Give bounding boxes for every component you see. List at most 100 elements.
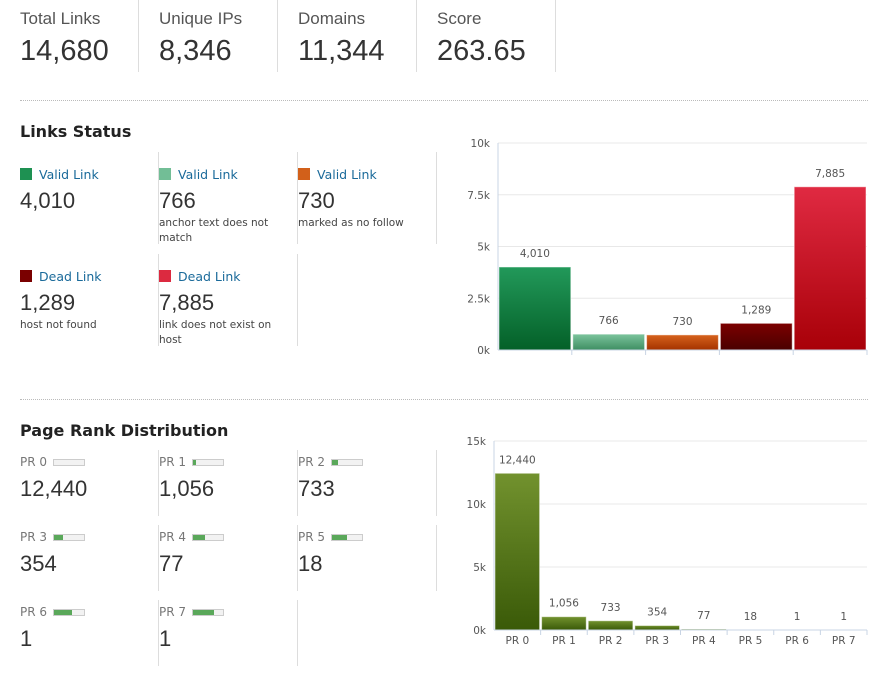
links-status-title: Links Status xyxy=(20,122,132,141)
page-rank-progress xyxy=(192,533,225,541)
stat-value: 14,680 xyxy=(20,35,109,67)
x-tick-label: PR 4 xyxy=(692,635,716,647)
data-label: 1,289 xyxy=(741,304,771,316)
page-rank-cell: PR 5 18 xyxy=(298,525,437,591)
link-status-value: 7,885 xyxy=(159,290,215,315)
page-rank-value: 1 xyxy=(159,626,172,651)
stat-label: Score xyxy=(437,9,482,28)
stat-label: Unique IPs xyxy=(159,9,243,28)
page-rank-label: PR 0 xyxy=(20,455,48,469)
link-status-label: Valid Link xyxy=(317,166,377,182)
legend-swatch xyxy=(20,270,32,282)
stat-value: 263.65 xyxy=(437,35,526,67)
links-status-chart: 0k 2.5k 5k 7.5k 10k 4,010 766 730 1,289 7,885 xyxy=(467,138,868,357)
link-status-cell: Dead Link 7,885 link does not exist on hos… xyxy=(159,254,298,346)
page-rank-progress xyxy=(53,458,86,466)
bar xyxy=(541,616,587,631)
x-tick-label: PR 2 xyxy=(599,635,623,647)
link-status-label: Dead Link xyxy=(178,268,241,284)
data-label: 733 xyxy=(601,602,621,614)
bar xyxy=(587,620,634,631)
data-label: 354 xyxy=(647,607,667,619)
page-rank-cell: PR 7 1 xyxy=(159,600,298,666)
page-rank-value: 733 xyxy=(298,476,335,501)
page-rank-progress xyxy=(53,608,86,616)
stat-score: Score 263.65 xyxy=(417,0,556,72)
stat-label: Domains xyxy=(298,9,366,28)
y-tick-label: 5k xyxy=(477,242,491,254)
link-status-label: Dead Link xyxy=(39,268,102,284)
link-status-desc: link does not exist on host xyxy=(159,319,272,346)
link-status-desc: host not found xyxy=(20,319,97,331)
bar xyxy=(793,186,867,351)
page-rank-chart: 0k 5k 10k 15k 12,440 PR 0 1,056 PR 1 733 PR 2 354 P… xyxy=(467,436,868,647)
stat-value: 11,344 xyxy=(298,35,385,67)
data-label: 77 xyxy=(697,610,710,622)
legend-swatch xyxy=(159,168,171,180)
data-label: 12,440 xyxy=(499,454,536,466)
link-status-label: Valid Link xyxy=(178,166,238,182)
page-rank-label: PR 2 xyxy=(298,455,326,469)
page-rank-progress xyxy=(192,458,225,466)
page-rank-cell: PR 6 1 xyxy=(20,600,159,666)
link-status-cell: Valid Link 4,010 xyxy=(20,152,159,244)
page-rank-label: PR 7 xyxy=(159,605,187,619)
x-tick-label: PR 3 xyxy=(645,635,669,647)
x-tick-label: PR 0 xyxy=(505,635,529,647)
page-rank-value: 12,440 xyxy=(20,476,88,501)
data-label: 7,885 xyxy=(815,168,845,180)
bar xyxy=(719,322,793,351)
bar xyxy=(572,333,646,351)
y-tick-label: 15k xyxy=(467,436,487,448)
page-rank-cell: PR 1 1,056 xyxy=(159,450,298,516)
divider xyxy=(20,100,868,101)
page-rank-progress xyxy=(331,533,364,541)
link-status-label: Valid Link xyxy=(39,166,99,182)
link-status-cell: Valid Link 766 anchor text does not match xyxy=(159,152,298,244)
legend-swatch xyxy=(159,270,171,282)
link-status-value: 4,010 xyxy=(20,188,76,213)
stat-label: Total Links xyxy=(20,9,101,28)
link-status-desc: marked as no follow xyxy=(298,217,404,229)
stat-domains: Domains 11,344 xyxy=(278,0,417,72)
data-label: 766 xyxy=(599,315,619,327)
bar xyxy=(634,625,680,631)
link-status-value: 766 xyxy=(159,188,196,213)
y-tick-label: 7.5k xyxy=(467,190,491,202)
legend-swatch xyxy=(298,168,310,180)
link-status-value: 730 xyxy=(298,188,335,213)
page-rank-progress xyxy=(192,608,225,616)
stat-value: 8,346 xyxy=(159,35,232,67)
page-rank-value: 1,056 xyxy=(159,476,215,501)
legend-swatch xyxy=(20,168,32,180)
page-rank-cell: PR 2 733 xyxy=(298,450,437,516)
y-tick-label: 0k xyxy=(473,625,487,637)
x-tick-label: PR 5 xyxy=(739,635,763,647)
page-rank-cell: PR 3 354 xyxy=(20,525,159,591)
link-status-cell: Dead Link 1,289 host not found xyxy=(20,254,159,346)
x-tick-label: PR 6 xyxy=(785,635,809,647)
bar xyxy=(646,334,719,351)
data-label: 18 xyxy=(744,611,757,623)
link-status-cell: Valid Link 730 marked as no follow xyxy=(298,152,437,244)
page-rank-value: 1 xyxy=(20,626,33,651)
y-tick-label: 2.5k xyxy=(467,293,491,305)
y-tick-label: 0k xyxy=(477,345,491,357)
data-label: 1 xyxy=(794,611,801,623)
page-rank-value: 18 xyxy=(298,551,323,576)
link-status-value: 1,289 xyxy=(20,290,76,315)
y-tick-label: 10k xyxy=(471,138,491,150)
page-rank-label: PR 6 xyxy=(20,605,48,619)
data-label: 1,056 xyxy=(549,598,579,610)
bar xyxy=(494,472,541,631)
page-rank-value: 77 xyxy=(159,551,184,576)
page-rank-label: PR 3 xyxy=(20,530,48,544)
bar xyxy=(498,266,572,351)
data-label: 1 xyxy=(840,611,847,623)
data-label: 730 xyxy=(672,316,692,328)
link-status-desc: anchor text does not match xyxy=(159,217,269,244)
page-rank-title: Page Rank Distribution xyxy=(20,421,229,440)
page-rank-label: PR 4 xyxy=(159,530,187,544)
stat-unique-ips: Unique IPs 8,346 xyxy=(139,0,278,72)
page-rank-label: PR 5 xyxy=(298,530,326,544)
